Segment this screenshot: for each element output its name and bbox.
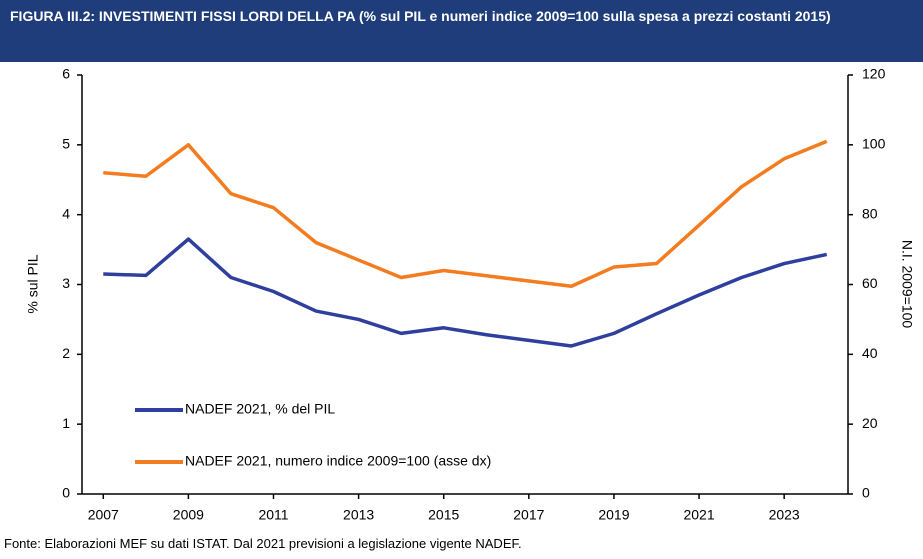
x-tick-label: 2023 <box>769 507 800 523</box>
y2-axis-label: N.I. 2009=100 <box>899 240 915 329</box>
legend-label: NADEF 2021, numero indice 2009=100 (asse… <box>185 453 491 469</box>
x-tick-label: 2007 <box>88 507 119 523</box>
x-tick-label: 2013 <box>343 507 374 523</box>
x-tick-label: 2009 <box>173 507 204 523</box>
y2-tick-label: 120 <box>862 66 886 82</box>
y2-tick-label: 0 <box>862 485 870 501</box>
y-tick-label: 2 <box>62 345 70 361</box>
x-tick-label: 2015 <box>428 507 459 523</box>
y-tick-label: 3 <box>62 275 70 291</box>
x-tick-label: 2011 <box>258 507 288 523</box>
y-tick-label: 4 <box>62 205 70 221</box>
y-tick-label: 5 <box>62 136 70 152</box>
y2-tick-label: 100 <box>862 136 886 152</box>
y2-tick-label: 80 <box>862 205 878 221</box>
line-series <box>103 139 828 288</box>
y2-tick-label: 40 <box>862 345 878 361</box>
x-tick-label: 2017 <box>513 507 544 523</box>
y-tick-label: 6 <box>62 66 70 82</box>
y2-tick-label: 60 <box>862 275 878 291</box>
y-axis-label: % sul PIL <box>25 254 41 313</box>
x-tick-label: 2019 <box>598 507 629 523</box>
y-tick-label: 1 <box>62 415 70 431</box>
chart-title: FIGURA III.2: INVESTIMENTI FISSI LORDI D… <box>0 0 923 62</box>
y-tick-label: 0 <box>62 485 70 501</box>
y2-tick-label: 20 <box>862 415 878 431</box>
legend-label: NADEF 2021, % del PIL <box>185 401 335 417</box>
x-tick-label: 2021 <box>683 507 714 523</box>
chart: % sul PIL N.I. 2009=100 0123456020406080… <box>25 66 916 523</box>
source-note: Fonte: Elaborazioni MEF su dati ISTAT. D… <box>4 536 522 551</box>
line-series <box>103 237 828 348</box>
